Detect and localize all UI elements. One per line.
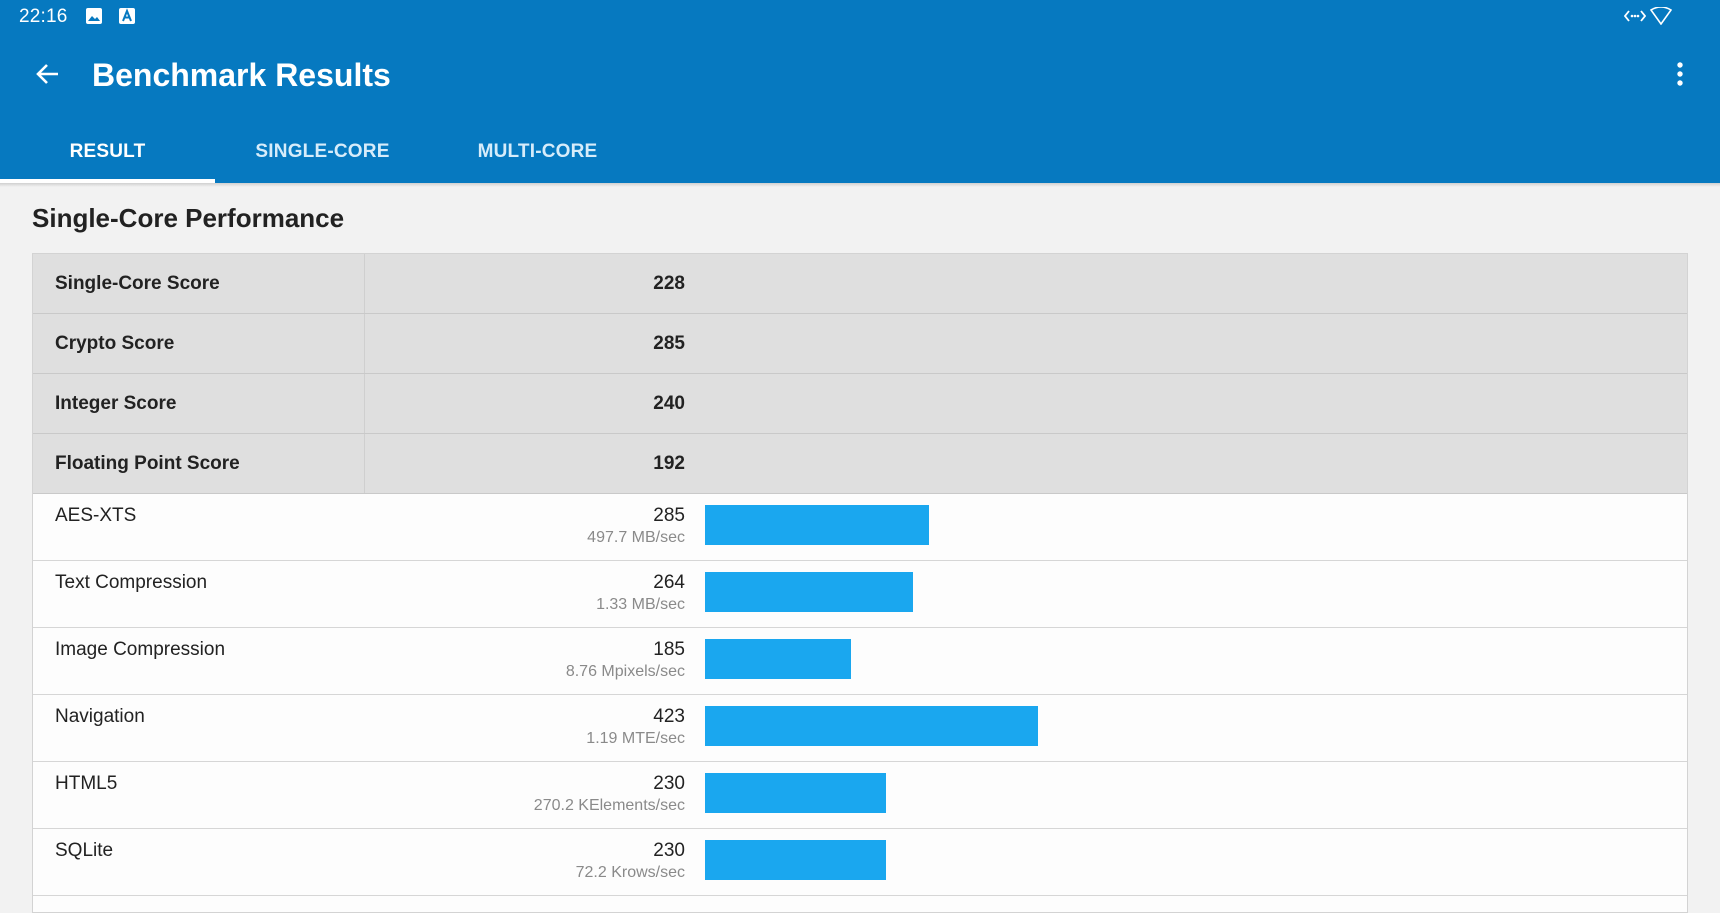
score-row: Crypto Score 285 xyxy=(33,314,1687,374)
benchmark-rate: 1.33 MB/sec xyxy=(596,596,685,613)
score-label: Single-Core Score xyxy=(55,273,220,294)
benchmark-bar xyxy=(705,505,929,545)
back-arrow-icon xyxy=(36,64,58,84)
benchmark-bar xyxy=(705,639,851,679)
results-table: Single-Core Score 228 Crypto Score 285 I… xyxy=(32,253,1688,913)
benchmark-label: Image Compression xyxy=(55,639,226,660)
overflow-menu-button[interactable] xyxy=(1662,56,1698,92)
benchmark-row: Image Compression 185 8.76 Mpixels/sec xyxy=(33,628,1687,695)
benchmark-score: 423 xyxy=(653,706,685,727)
status-bar: 22:16 xyxy=(0,0,1720,34)
benchmark-label: AES-XTS xyxy=(55,505,137,526)
column-divider xyxy=(364,254,365,313)
benchmark-row: AES-XTS 285 497.7 MB/sec xyxy=(33,494,1687,561)
score-row: Floating Point Score 192 xyxy=(33,434,1687,494)
status-time: 22:16 xyxy=(19,6,68,27)
back-button[interactable] xyxy=(30,56,66,92)
benchmark-score: 264 xyxy=(653,572,685,593)
benchmark-rate: 270.2 KElements/sec xyxy=(533,797,685,814)
column-divider xyxy=(364,434,365,493)
benchmark-row: Text Compression 264 1.33 MB/sec xyxy=(33,561,1687,628)
score-value: 240 xyxy=(653,393,685,414)
score-row: Integer Score 240 xyxy=(33,374,1687,434)
benchmark-row: SQLite 230 72.2 Krows/sec xyxy=(33,829,1687,896)
column-divider xyxy=(364,314,365,373)
benchmark-label: Navigation xyxy=(55,706,145,727)
benchmark-bar xyxy=(705,706,1038,746)
benchmark-rate: 8.76 Mpixels/sec xyxy=(565,663,685,680)
font-a-icon xyxy=(118,7,136,30)
benchmark-rate: 497.7 MB/sec xyxy=(587,529,685,546)
benchmark-bar xyxy=(705,840,886,880)
benchmark-row: Navigation 423 1.19 MTE/sec xyxy=(33,695,1687,762)
benchmark-label: Text Compression xyxy=(55,572,208,593)
score-row: Single-Core Score 228 xyxy=(33,254,1687,314)
benchmark-score: 230 xyxy=(653,773,685,794)
tab-result[interactable]: RESULT xyxy=(0,121,215,183)
benchmark-rate: 72.2 Krows/sec xyxy=(575,864,685,881)
column-divider xyxy=(364,374,365,433)
benchmark-label: SQLite xyxy=(55,840,114,861)
app-bar: 22:16 Benchmark Results RESULT SINGLE-CO… xyxy=(0,0,1720,183)
score-value: 192 xyxy=(653,453,685,474)
benchmark-row: HTML5 230 270.2 KElements/sec xyxy=(33,762,1687,829)
score-label: Crypto Score xyxy=(55,333,175,354)
app-bar-shadow xyxy=(0,183,1720,187)
benchmark-rate: 1.19 MTE/sec xyxy=(586,730,685,747)
benchmark-score: 230 xyxy=(653,840,685,861)
tab-bar: RESULT SINGLE-CORE MULTI-CORE xyxy=(0,121,645,183)
score-label: Integer Score xyxy=(55,393,177,414)
data-transfer-icon xyxy=(1623,7,1647,30)
more-vert-icon xyxy=(1677,62,1683,86)
section-title: Single-Core Performance xyxy=(32,203,345,233)
score-value: 285 xyxy=(653,333,685,354)
benchmark-score: 185 xyxy=(653,639,685,660)
image-icon xyxy=(85,7,103,30)
benchmark-label: HTML5 xyxy=(55,773,118,794)
benchmark-bar xyxy=(705,572,913,612)
page-title: Benchmark Results xyxy=(92,57,391,93)
wifi-icon xyxy=(1649,6,1673,30)
benchmark-bar xyxy=(705,773,886,813)
benchmark-score: 285 xyxy=(653,505,685,526)
score-label: Floating Point Score xyxy=(55,453,240,474)
tab-multi-core[interactable]: MULTI-CORE xyxy=(477,141,598,162)
score-value: 228 xyxy=(653,273,685,294)
tab-single-core[interactable]: SINGLE-CORE xyxy=(255,141,390,162)
